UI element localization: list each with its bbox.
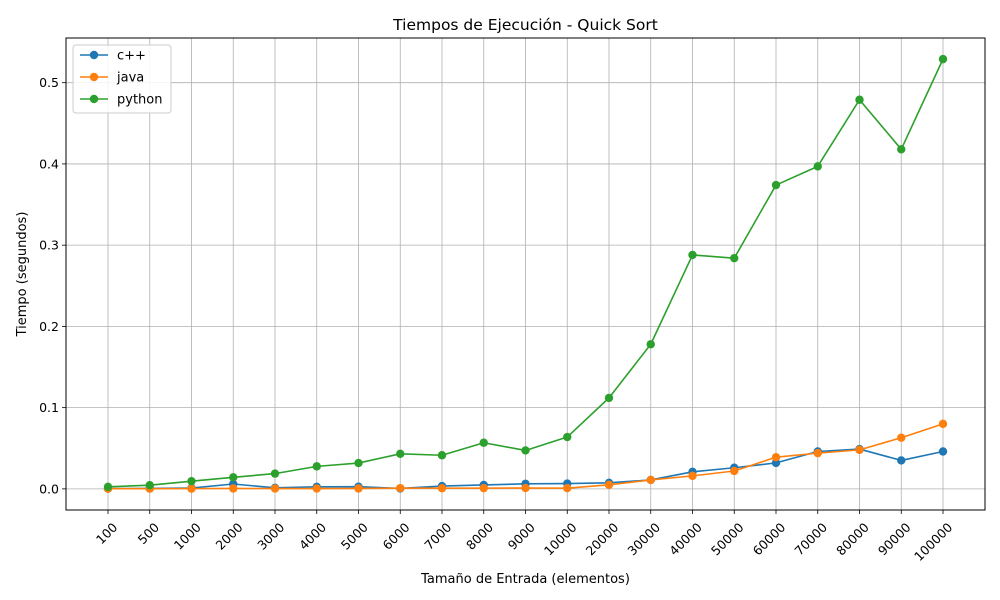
data-point: [938, 54, 948, 64]
x-tick-label: 50000: [708, 520, 747, 559]
x-axis-label: Tamaño de Entrada (elementos): [420, 572, 630, 587]
data-point: [229, 484, 238, 493]
legend-box: [72, 44, 172, 114]
data-point: [479, 438, 488, 447]
data-point: [813, 448, 822, 458]
data-point: [604, 480, 614, 490]
series-java: [103, 419, 948, 493]
x-tick-label: 20000: [583, 520, 622, 559]
data-point: [938, 419, 948, 429]
data-point: [771, 452, 781, 462]
data-point: [855, 95, 864, 104]
x-tick-label: 5000: [338, 520, 371, 553]
y-axis: 0.0 0.1 0.2 0.3 0.4 0.5: [39, 75, 66, 496]
chart-title: Tiempos de Ejecución - Quick Sort: [392, 16, 658, 34]
x-tick-label: 500: [135, 520, 163, 548]
legend-label: c++: [117, 49, 146, 64]
data-point: [897, 456, 906, 465]
data-point: [938, 447, 948, 456]
x-tick-label: 70000: [791, 520, 830, 559]
y-tick-label: 0.3: [39, 238, 59, 253]
data-point: [521, 483, 530, 493]
data-point: [563, 432, 572, 442]
data-point: [103, 482, 113, 492]
x-tick-label: 7000: [421, 520, 454, 553]
data-point: [897, 145, 906, 154]
data-point: [688, 471, 697, 481]
x-tick-label: 9000: [505, 520, 538, 553]
x-tick-label: 80000: [833, 520, 872, 559]
x-tick-label: 30000: [624, 520, 663, 559]
data-point: [855, 445, 864, 455]
data-point: [437, 484, 447, 493]
data-point: [312, 462, 321, 471]
data-point: [396, 483, 405, 493]
data-point: [145, 481, 154, 490]
x-tick-label: 40000: [666, 520, 705, 559]
data-point: [270, 469, 280, 478]
y-tick-label: 0.0: [39, 481, 59, 496]
data-point: [187, 476, 196, 486]
data-point: [563, 483, 572, 493]
data-point: [437, 451, 447, 460]
x-axis: 100 500 1000 2000 3000 4000 5000 6000 7000 8000 90…: [93, 510, 955, 564]
y-tick-label: 0.1: [39, 400, 59, 415]
data-point: [354, 484, 363, 493]
data-point: [897, 433, 906, 442]
data-point: [813, 162, 822, 171]
data-point: [270, 484, 280, 493]
x-tick-label: 3000: [254, 520, 287, 553]
grid: [66, 38, 985, 510]
data-point: [730, 253, 739, 263]
x-tick-label: 6000: [379, 520, 412, 553]
series-python: [103, 54, 948, 492]
data-point: [646, 340, 655, 349]
data-point: [187, 484, 196, 493]
x-tick-label: 10000: [541, 520, 580, 559]
y-tick-label: 0.2: [39, 319, 59, 334]
data-point: [229, 473, 238, 482]
x-tick-label: 100000: [911, 520, 955, 564]
data-point: [312, 484, 321, 493]
series-layer: [103, 54, 948, 493]
x-tick-label: 90000: [875, 520, 914, 559]
data-point: [688, 250, 697, 260]
data-point: [479, 483, 488, 493]
y-tick-label: 0.5: [39, 75, 59, 90]
data-point: [730, 466, 739, 476]
data-point: [646, 475, 655, 485]
x-tick-label: 2000: [212, 520, 245, 553]
legend-marker: [89, 94, 99, 104]
x-tick-label: 4000: [296, 520, 329, 553]
data-point: [396, 449, 405, 458]
data-point: [521, 446, 530, 455]
legend-label: java: [116, 71, 144, 86]
x-tick-label: 8000: [463, 520, 496, 553]
x-tick-label: 1000: [171, 520, 204, 553]
legend-marker: [89, 50, 99, 60]
x-tick-label: 60000: [750, 520, 789, 559]
legend: c++ java python: [72, 44, 172, 114]
data-point: [604, 393, 614, 403]
y-axis-label: Tiempo (segundos): [15, 212, 30, 338]
legend-marker: [89, 72, 99, 82]
legend-label: python: [117, 93, 162, 108]
data-point: [771, 180, 781, 190]
x-tick-label: 100: [93, 520, 121, 548]
data-point: [354, 458, 363, 468]
y-tick-label: 0.4: [39, 156, 59, 171]
